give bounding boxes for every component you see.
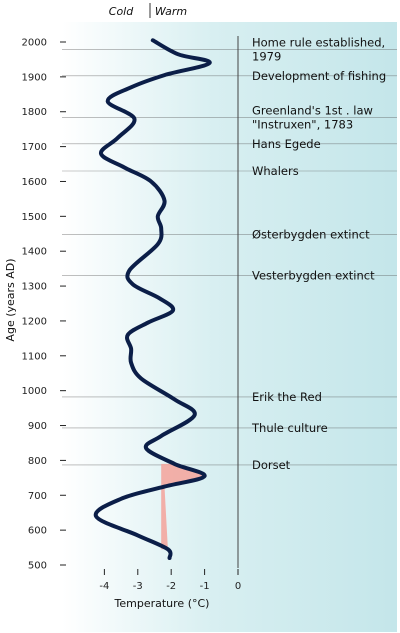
y-tick-label: 1200	[22, 316, 47, 327]
x-tick-label: 0	[235, 581, 241, 592]
event-label: Development of fishing	[252, 69, 386, 83]
event-label: Dorset	[252, 458, 291, 472]
y-tick-label: 1900	[22, 72, 47, 83]
warm-label: Warm	[155, 5, 187, 18]
event-label: Whalers	[252, 164, 299, 178]
event-label: Home rule established,	[252, 35, 385, 49]
temperature-curve	[93, 38, 212, 560]
event-label: "Instruxen", 1783	[252, 118, 353, 132]
y-tick-label: 900	[28, 421, 47, 432]
event-label: Vesterbygden extinct	[252, 269, 375, 283]
x-tick-label: -2	[166, 581, 176, 592]
event-label: Erik the Red	[252, 390, 322, 404]
x-axis-title: Temperature (°C)	[114, 597, 210, 610]
y-tick-label: 1000	[22, 386, 47, 397]
y-tick-label: 600	[28, 526, 47, 537]
y-axis-title: Age (years AD)	[4, 258, 17, 341]
y-tick-label: 1800	[22, 107, 47, 118]
x-tick-label: -4	[99, 581, 109, 592]
event-label: Østerbygden extinct	[252, 227, 370, 241]
header-labels: Cold Warm	[109, 3, 187, 18]
y-tick-label: 1600	[22, 177, 47, 188]
event-label: Hans Egede	[252, 137, 321, 151]
x-axis-ticks: -4 -3 -2 -1 0	[99, 569, 241, 592]
y-tick-label: 1300	[22, 282, 47, 293]
x-tick-label: -1	[200, 581, 210, 592]
event-guide-lines	[62, 49, 397, 466]
y-tick-label: 2000	[22, 38, 47, 49]
y-axis-ticks: 500 600 700 800 900 1000 1100 1200 1300 1400 1500 1…	[22, 38, 66, 572]
event-label: Greenland's 1st . law	[252, 104, 373, 118]
event-label: 1979	[252, 49, 281, 63]
y-tick-label: 800	[28, 456, 47, 467]
event-annotations: Home rule established,1979 Development of…	[251, 35, 386, 472]
x-tick-label: -3	[133, 581, 143, 592]
y-tick-label: 1700	[22, 142, 47, 153]
event-label: Thule culture	[251, 421, 328, 435]
y-tick-label: 1400	[22, 247, 47, 258]
y-tick-label: 500	[28, 561, 47, 572]
y-tick-label: 700	[28, 491, 47, 502]
y-tick-label: 1500	[22, 212, 47, 223]
cold-label: Cold	[109, 5, 134, 18]
y-tick-label: 1100	[22, 351, 47, 362]
plot-background	[62, 22, 397, 632]
